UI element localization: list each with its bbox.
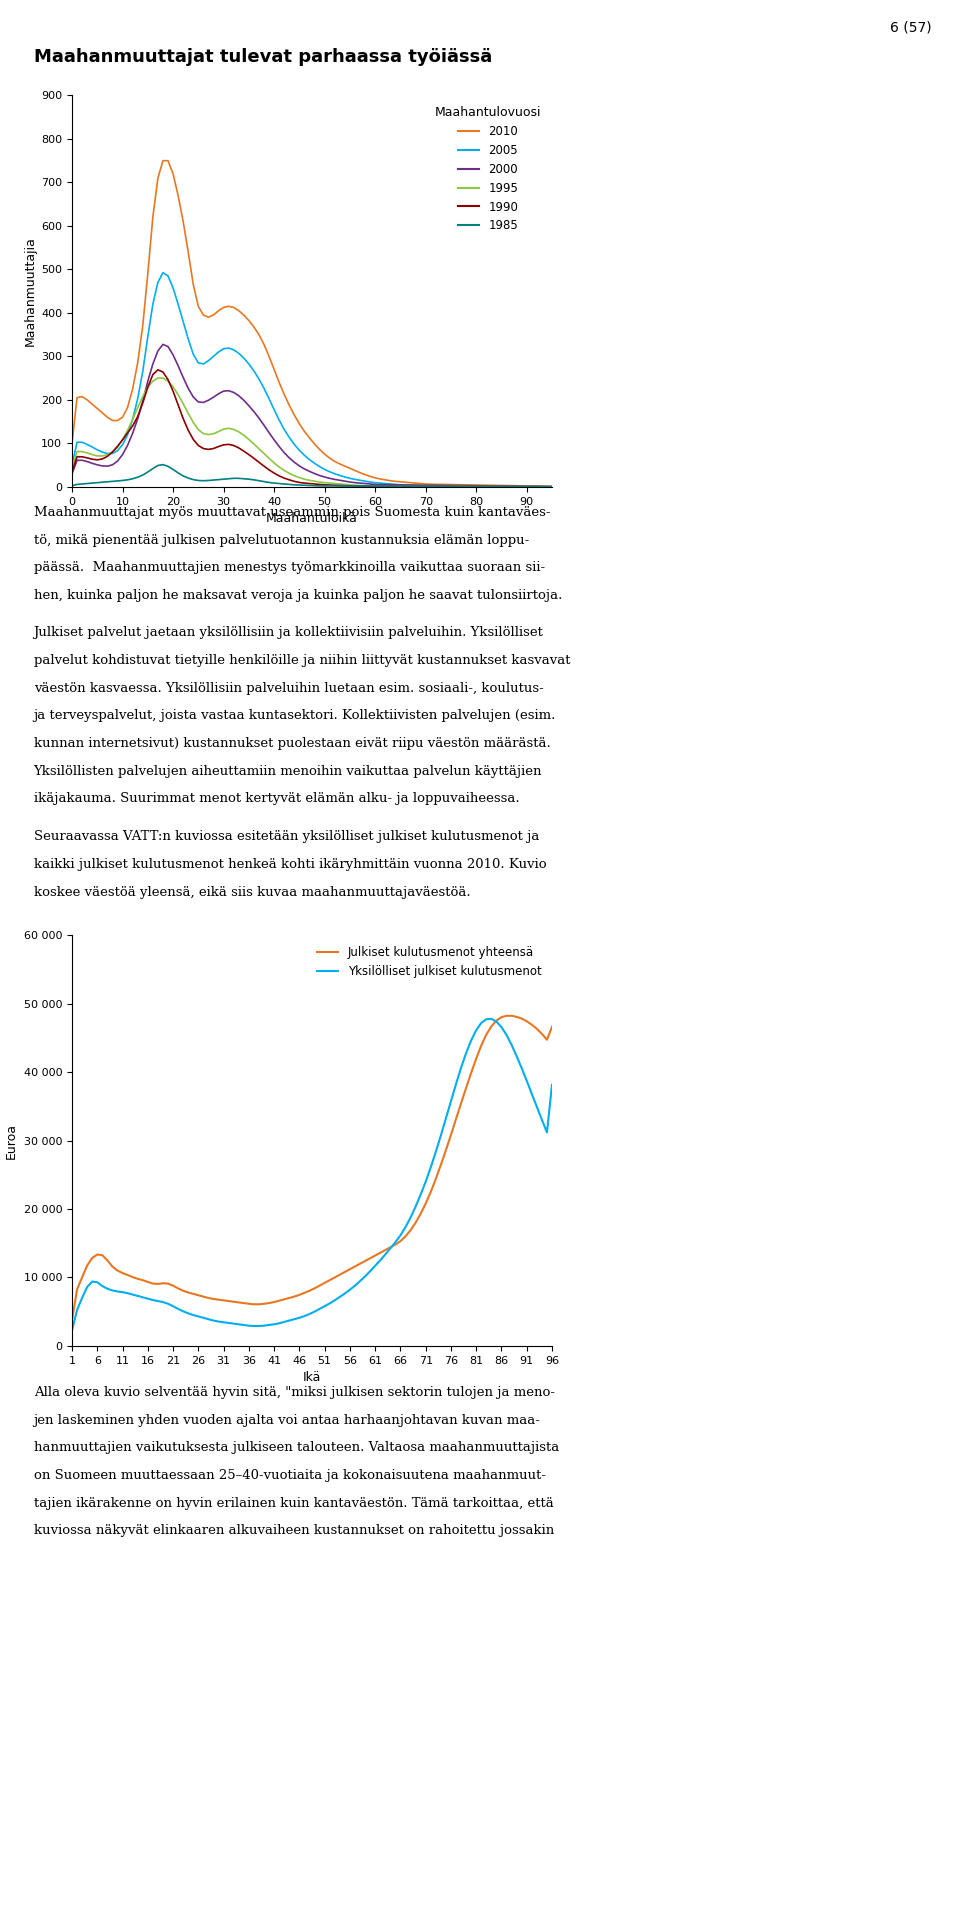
Text: Seuraavassa VATT:n kuviossa esitetään yksilölliset julkiset kulutusmenot ja: Seuraavassa VATT:n kuviossa esitetään yk… <box>34 830 539 844</box>
Y-axis label: Euroa: Euroa <box>5 1122 18 1159</box>
Text: ja terveyspalvelut, joista vastaa kuntasektori. Kollektiivisten palvelujen (esim: ja terveyspalvelut, joista vastaa kuntas… <box>34 708 556 722</box>
Legend: 2010, 2005, 2000, 1995, 1990, 1985: 2010, 2005, 2000, 1995, 1990, 1985 <box>430 101 546 237</box>
Text: väestön kasvaessa. Yksilöllisiin palveluihin luetaan esim. sosiaali-, koulutus-: väestön kasvaessa. Yksilöllisiin palvelu… <box>34 682 543 695</box>
Legend: Julkiset kulutusmenot yhteensä, Yksilölliset julkiset kulutusmenot: Julkiset kulutusmenot yhteensä, Yksilöll… <box>312 941 546 983</box>
Text: tö, mikä pienentää julkisen palvelutuotannon kustannuksia elämän loppu-: tö, mikä pienentää julkisen palvelutuota… <box>34 533 529 546</box>
Text: kaikki julkiset kulutusmenot henkeä kohti ikäryhmittäin vuonna 2010. Kuvio: kaikki julkiset kulutusmenot henkeä koht… <box>34 859 546 871</box>
Text: on Suomeen muuttaessaan 25–40-vuotiaita ja kokonaisuutena maahanmuut-: on Suomeen muuttaessaan 25–40-vuotiaita … <box>34 1470 545 1481</box>
Text: Julkiset palvelut jaetaan yksilöllisiin ja kollektiivisiin palveluihin. Yksilöll: Julkiset palvelut jaetaan yksilöllisiin … <box>34 626 543 640</box>
Text: Maahanmuuttajat tulevat parhaassa työiässä: Maahanmuuttajat tulevat parhaassa työiäs… <box>34 48 492 65</box>
Text: Yksilöllisten palvelujen aiheuttamiin menoihin vaikuttaa palvelun käyttäjien: Yksilöllisten palvelujen aiheuttamiin me… <box>34 764 542 777</box>
Text: kunnan internetsivut) kustannukset puolestaan eivät riipu väestön määrästä.: kunnan internetsivut) kustannukset puole… <box>34 737 550 750</box>
Text: 6 (57): 6 (57) <box>890 21 931 34</box>
Text: ikäjakauma. Suurimmat menot kertyvät elämän alku- ja loppuvaiheessa.: ikäjakauma. Suurimmat menot kertyvät elä… <box>34 792 519 806</box>
Text: päässä.  Maahanmuuttajien menestys työmarkkinoilla vaikuttaa suoraan sii-: päässä. Maahanmuuttajien menestys työmar… <box>34 561 544 575</box>
Text: hen, kuinka paljon he maksavat veroja ja kuinka paljon he saavat tulonsiirtoja.: hen, kuinka paljon he maksavat veroja ja… <box>34 588 562 601</box>
Text: Maahanmuuttajat myös muuttavat useammin pois Suomesta kuin kantaväes-: Maahanmuuttajat myös muuttavat useammin … <box>34 506 550 519</box>
X-axis label: Maahantuloikä: Maahantuloikä <box>266 512 358 525</box>
Text: kuviossa näkyvät elinkaaren alkuvaiheen kustannukset on rahoitettu jossakin: kuviossa näkyvät elinkaaren alkuvaiheen … <box>34 1523 554 1537</box>
Text: palvelut kohdistuvat tietyille henkilöille ja niihin liittyvät kustannukset kasv: palvelut kohdistuvat tietyille henkilöil… <box>34 653 570 666</box>
X-axis label: Ikä: Ikä <box>302 1371 322 1384</box>
Y-axis label: Maahanmuuttajia: Maahanmuuttajia <box>24 237 37 346</box>
Text: tajien ikärakenne on hyvin erilainen kuin kantaväestön. Tämä tarkoittaa, että: tajien ikärakenne on hyvin erilainen kui… <box>34 1497 553 1510</box>
Text: hanmuuttajien vaikutuksesta julkiseen talouteen. Valtaosa maahanmuuttajista: hanmuuttajien vaikutuksesta julkiseen ta… <box>34 1441 559 1455</box>
Text: koskee väestöä yleensä, eikä siis kuvaa maahanmuuttajaväestöä.: koskee väestöä yleensä, eikä siis kuvaa … <box>34 886 470 899</box>
Text: jen laskeminen yhden vuoden ajalta voi antaa harhaanjohtavan kuvan maa-: jen laskeminen yhden vuoden ajalta voi a… <box>34 1413 540 1426</box>
Text: Alla oleva kuvio selventää hyvin sitä, "miksi julkisen sektorin tulojen ja meno-: Alla oleva kuvio selventää hyvin sitä, "… <box>34 1386 555 1399</box>
